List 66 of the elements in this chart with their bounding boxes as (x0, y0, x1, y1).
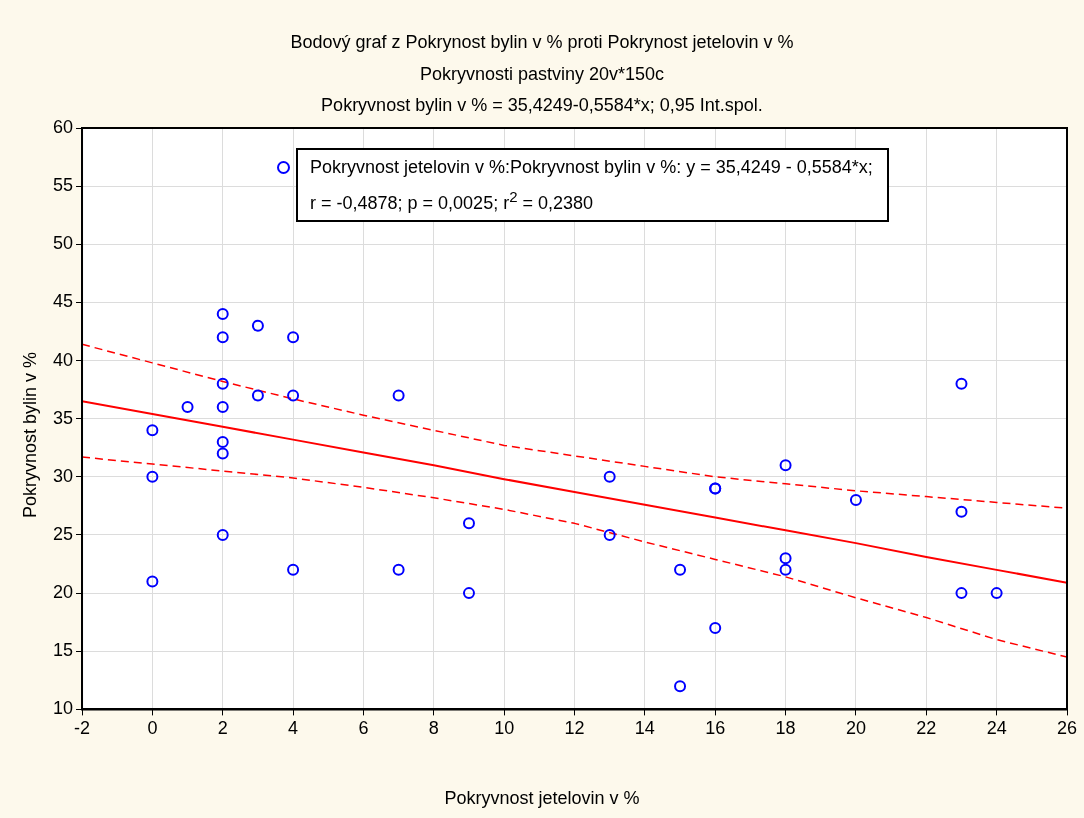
y-tick-label: 55 (52, 175, 74, 196)
x-tick-label: 2 (217, 718, 228, 739)
point (251, 389, 264, 402)
point (392, 389, 405, 402)
y-tick-label: 10 (52, 698, 74, 719)
x-axis-title: Pokryvnost jetelovin v % (443, 788, 641, 809)
point (287, 563, 300, 576)
y-tick-label: 40 (52, 349, 74, 370)
point (849, 494, 862, 507)
x-tick-label: 10 (494, 718, 515, 739)
chart-title: Bodový graf z Pokrynost bylin v % proti Pokrynost jetelovin v % (289, 32, 795, 53)
point (779, 552, 792, 565)
x-tick-label: 6 (358, 718, 369, 739)
y-tick-label: 15 (52, 640, 74, 661)
x-tick-label: 18 (775, 718, 796, 739)
y-tick-label: 25 (52, 523, 74, 544)
point (287, 331, 300, 344)
x-tick-label: 8 (428, 718, 439, 739)
point (287, 389, 300, 402)
point (462, 587, 475, 600)
x-tick-label: 16 (705, 718, 726, 739)
x-tick-label: -2 (74, 718, 91, 739)
point (216, 308, 229, 321)
x-tick-label: 24 (986, 718, 1007, 739)
point (603, 470, 616, 483)
point (990, 587, 1003, 600)
y-tick-label: 60 (52, 116, 74, 137)
y-tick-label: 35 (52, 407, 74, 428)
x-tick-label: 4 (288, 718, 299, 739)
line-series (82, 456, 1067, 658)
y-tick-label: 45 (52, 291, 74, 312)
point (216, 435, 229, 448)
legend-label: Pokryvnost jetelovin v %:Pokryvnost bylin v %: y = 35,4249 - 0,5584*x; r = -0,4878; p = 0,0025; r$^{2}$ = 0,2380 (296, 148, 889, 222)
point (603, 528, 616, 541)
point (955, 587, 968, 600)
text: Pokryvnost bylin v % = 35,4249-0,5584*x; 0,95 Int.spol. (320, 95, 764, 116)
point (146, 575, 159, 588)
point (216, 528, 229, 541)
point (462, 517, 475, 530)
y-tick-label: 50 (52, 233, 74, 254)
point (181, 401, 194, 414)
y-axis-title: Pokryvnost bylin v % (19, 351, 41, 519)
x-tick-label: 12 (564, 718, 585, 739)
point (674, 680, 687, 693)
y-tick-label: 20 (52, 582, 74, 603)
point (709, 622, 722, 634)
point (392, 563, 405, 576)
point (216, 331, 229, 344)
point (216, 401, 229, 414)
point (216, 377, 229, 390)
x-tick-label: 0 (147, 718, 158, 739)
point (251, 319, 264, 332)
chart-subtitle: Pokryvnosti pastviny 20v*150c (418, 64, 666, 85)
point (955, 505, 968, 518)
point (146, 470, 159, 483)
x-tick-label: 20 (845, 718, 866, 739)
point (779, 563, 792, 576)
x-tick-label: 14 (634, 718, 655, 739)
point (216, 447, 229, 460)
point (955, 377, 968, 390)
point (779, 459, 792, 472)
point (674, 563, 687, 576)
point (146, 424, 159, 437)
x-tick-label: 26 (1056, 718, 1078, 739)
x-tick-label: 22 (916, 718, 937, 739)
y-tick-label: 30 (52, 465, 74, 486)
